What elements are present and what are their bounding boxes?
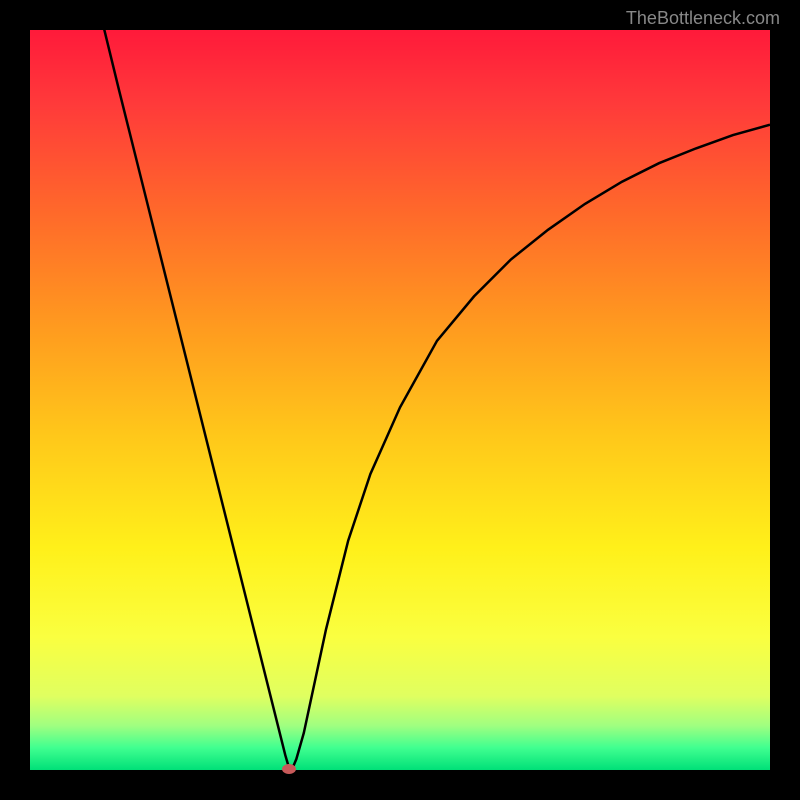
minimum-marker [282,764,296,774]
plot-area [30,30,770,770]
watermark-text: TheBottleneck.com [626,8,780,29]
bottleneck-curve [30,30,770,770]
